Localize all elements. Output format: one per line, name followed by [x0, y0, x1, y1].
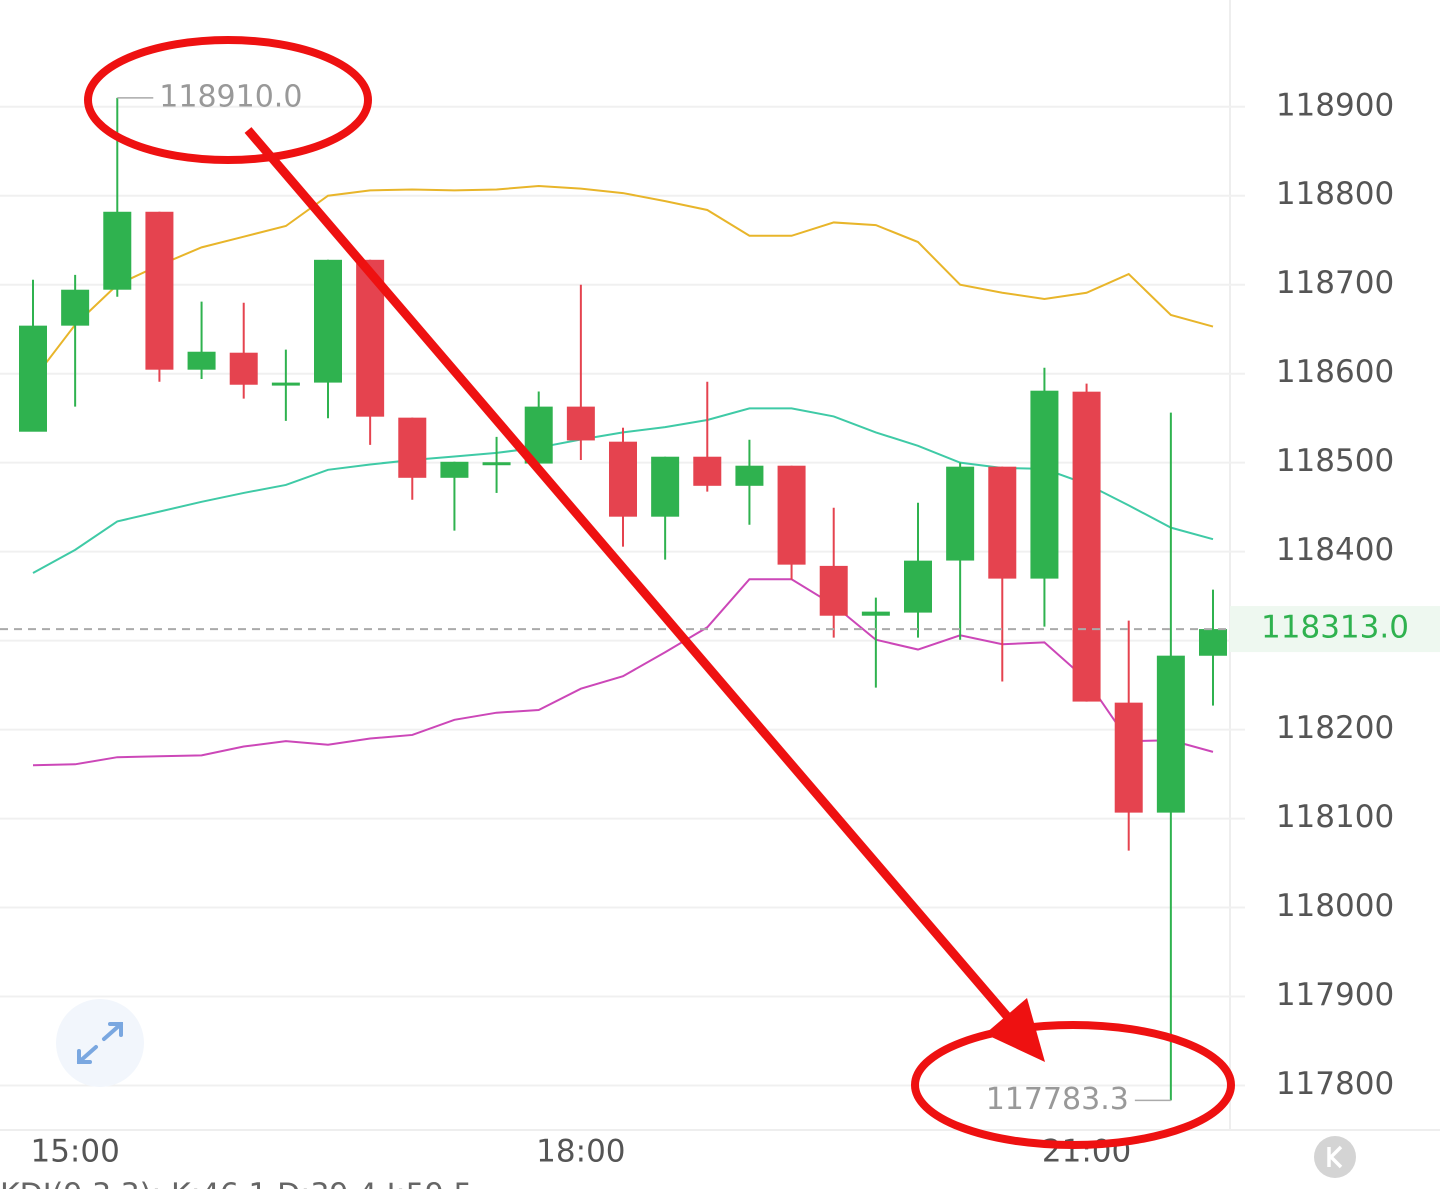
y-tick-label: 118100 — [1276, 799, 1394, 835]
annotation — [84, 36, 1235, 1149]
indicator-text: KDJ(9,3,3): K:46.1 D:39.4 J:59.5 — [0, 1178, 472, 1189]
k-button[interactable] — [1314, 1136, 1356, 1178]
candle-body — [187, 351, 216, 370]
k-icon[interactable] — [1327, 1145, 1343, 1169]
candle-body — [145, 211, 174, 370]
candle-body — [819, 565, 848, 616]
x-tick-label: 15:00 — [30, 1134, 119, 1170]
candle-body — [861, 611, 890, 616]
x-tick-label: 18:00 — [536, 1134, 625, 1170]
expand-button[interactable] — [56, 999, 144, 1087]
y-tick-label: 117900 — [1276, 977, 1394, 1013]
candle-body — [1114, 702, 1143, 813]
candle-body — [566, 406, 595, 441]
candle-body — [904, 560, 932, 613]
candle-body — [1199, 629, 1227, 656]
y-tick-label: 117800 — [1276, 1066, 1394, 1102]
y-tick-label: 118400 — [1276, 532, 1394, 568]
candle-body — [61, 289, 90, 326]
y-tick-label: 118000 — [1276, 888, 1394, 924]
candle-body — [1072, 391, 1101, 702]
expand-bg[interactable] — [56, 999, 144, 1087]
highlight-circle — [911, 1021, 1235, 1149]
candle-body — [440, 461, 469, 478]
arrow-head — [985, 998, 1045, 1062]
last-price-box — [1230, 606, 1440, 653]
y-tick-label: 118500 — [1276, 443, 1394, 479]
y-tick-label: 118600 — [1276, 354, 1394, 390]
candle-body — [103, 211, 132, 290]
candle-body — [693, 456, 722, 486]
candle-body — [482, 462, 511, 466]
candle-body — [314, 259, 342, 383]
expand-icon[interactable] — [77, 1022, 123, 1064]
candle-body — [19, 325, 47, 432]
candle-body — [229, 352, 258, 385]
k-bg[interactable] — [1314, 1136, 1356, 1178]
min-label: 117783.3 — [986, 1082, 1129, 1117]
arrow-shaft — [244, 127, 1016, 1025]
band-line — [32, 184, 1214, 381]
highlight-circle — [84, 36, 372, 164]
candle-body — [609, 441, 637, 517]
band-line — [32, 578, 1214, 767]
candle-body — [1156, 655, 1185, 813]
y-tick-label: 118900 — [1276, 87, 1394, 123]
y-tick-label: 118800 — [1276, 176, 1394, 212]
candle-body — [1030, 390, 1059, 579]
y-tick-label: 118200 — [1276, 710, 1394, 746]
y-tick-label: 118700 — [1276, 265, 1394, 301]
max-label: 118910.0 — [159, 79, 302, 114]
candle-body — [946, 466, 975, 561]
plot: 1178001179001180001181001182001183001184… — [0, 79, 1440, 1189]
candle-body — [988, 466, 1017, 579]
last-price-label: 118313.0 — [1261, 610, 1409, 646]
candle-body — [651, 456, 680, 517]
candle-body — [398, 417, 427, 478]
candle-body — [777, 465, 806, 565]
candle-body — [735, 465, 764, 486]
candle-body — [271, 382, 300, 386]
